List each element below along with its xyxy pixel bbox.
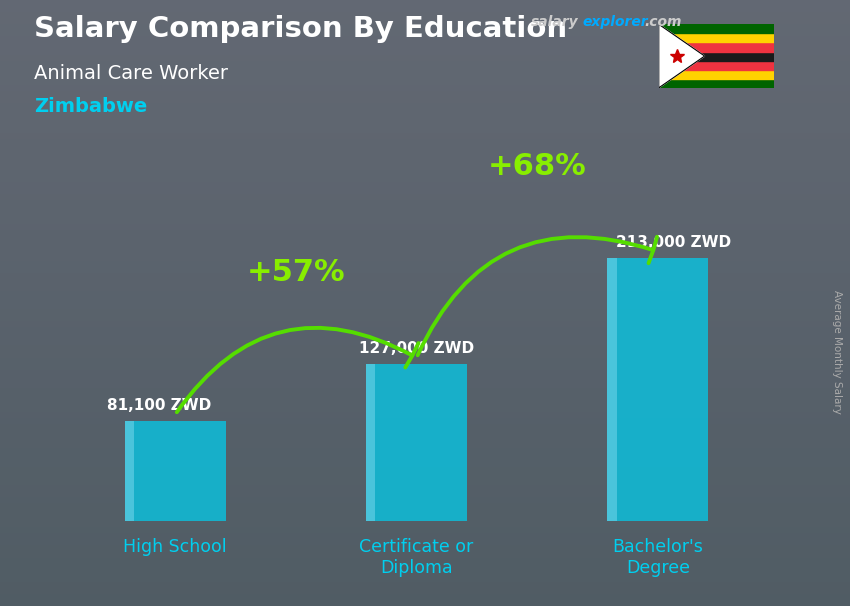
Bar (659, 52, 774, 61)
Text: Animal Care Worker: Animal Care Worker (34, 64, 228, 82)
Bar (659, 70, 774, 79)
Text: 81,100 ZWD: 81,100 ZWD (107, 398, 212, 413)
Bar (659, 61, 774, 70)
Bar (659, 42, 774, 52)
Bar (659, 24, 774, 33)
Bar (607, 258, 617, 521)
Bar (607, 258, 708, 521)
Text: Salary Comparison By Education: Salary Comparison By Education (34, 15, 567, 43)
Text: +57%: +57% (246, 258, 345, 287)
Bar (659, 79, 774, 88)
Text: +68%: +68% (488, 152, 586, 181)
Bar (125, 421, 134, 521)
Text: .com: .com (644, 15, 682, 29)
Text: Zimbabwe: Zimbabwe (34, 97, 147, 116)
Text: explorer: explorer (582, 15, 648, 29)
Bar (125, 421, 226, 521)
Text: salary: salary (531, 15, 579, 29)
Polygon shape (659, 24, 705, 88)
Bar (366, 364, 468, 521)
Bar (659, 33, 774, 42)
Text: 213,000 ZWD: 213,000 ZWD (616, 235, 731, 250)
Text: Average Monthly Salary: Average Monthly Salary (832, 290, 842, 413)
Text: 127,000 ZWD: 127,000 ZWD (359, 341, 474, 356)
Bar (366, 364, 376, 521)
